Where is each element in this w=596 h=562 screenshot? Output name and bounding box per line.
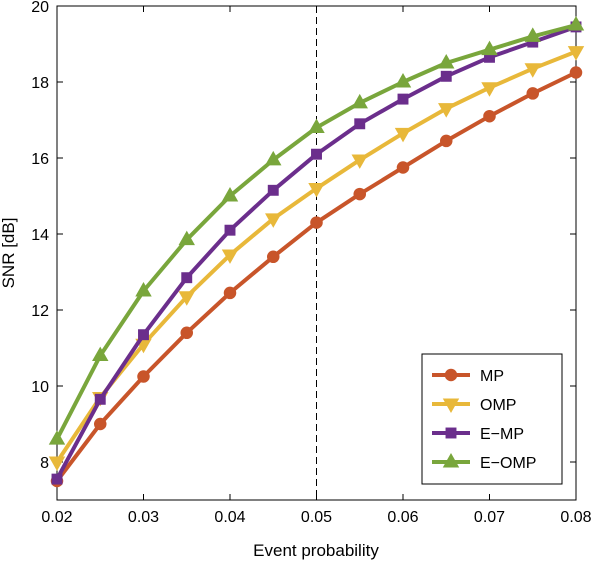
data-point <box>394 127 412 143</box>
data-point <box>92 346 109 362</box>
data-point <box>265 213 282 228</box>
data-point <box>351 154 368 169</box>
y-tick-label: 18 <box>31 75 49 92</box>
data-point <box>308 182 325 198</box>
data-point <box>481 40 498 56</box>
data-point <box>135 281 152 297</box>
data-point <box>94 393 106 405</box>
y-tick-label: 16 <box>31 151 49 168</box>
legend-label: MP <box>480 368 504 385</box>
data-point <box>93 417 107 431</box>
data-point <box>569 66 583 79</box>
data-point <box>265 150 282 166</box>
legend-entry: E−OMP <box>432 452 536 472</box>
series-layer <box>48 15 585 488</box>
data-point <box>51 473 63 485</box>
y-tick-label: 14 <box>31 227 49 244</box>
legend-label: E−OMP <box>480 455 536 472</box>
x-axis-label: Event probability <box>253 541 379 560</box>
data-point <box>181 272 193 284</box>
data-point <box>138 329 149 341</box>
data-point <box>48 456 66 472</box>
data-point <box>439 134 453 148</box>
legend-label: E−MP <box>480 426 524 443</box>
series-3 <box>48 15 585 445</box>
data-point <box>483 109 496 123</box>
ticks-layer: 0.02 0.03 0.04 0.05 0.06 0.07 0.08 8 10 12 14 16 18 2… <box>31 0 591 526</box>
x-tick-label: 0.03 <box>128 509 159 526</box>
data-point <box>178 230 195 246</box>
y-axis-label: SNR [dB] <box>0 218 18 289</box>
x-tick-label: 0.06 <box>387 509 418 526</box>
data-point <box>438 103 455 118</box>
data-point <box>351 93 368 109</box>
data-point <box>178 291 195 306</box>
data-point <box>308 118 325 134</box>
x-tick-label: 0.08 <box>560 509 591 526</box>
y-tick-label: 10 <box>31 379 49 396</box>
legend-marker <box>445 427 457 439</box>
data-point <box>224 224 236 236</box>
series-1 <box>48 46 585 472</box>
data-point <box>221 249 239 264</box>
data-point <box>311 148 322 160</box>
y-tick-label: 8 <box>40 455 49 472</box>
data-point <box>438 53 455 69</box>
data-point <box>354 118 366 130</box>
legend-marker <box>442 398 460 414</box>
legend-entry: OMP <box>432 397 516 414</box>
data-point <box>310 216 323 229</box>
x-tick-label: 0.07 <box>474 509 505 526</box>
data-point <box>394 72 412 88</box>
data-point <box>397 93 409 105</box>
data-point <box>223 286 237 300</box>
x-tick-label: 0.04 <box>214 509 245 526</box>
legend-entry: MP <box>432 368 504 385</box>
data-point <box>267 184 279 196</box>
x-tick-label: 0.05 <box>301 509 332 526</box>
data-point <box>137 370 150 383</box>
series-0 <box>50 66 583 488</box>
x-tick-label: 0.02 <box>41 509 72 526</box>
data-point <box>440 70 452 82</box>
data-point <box>567 15 585 31</box>
legend-marker <box>442 452 460 468</box>
y-tick-label: 20 <box>31 0 49 16</box>
y-tick-label: 12 <box>31 303 49 320</box>
data-point <box>353 187 367 201</box>
data-point <box>180 326 194 340</box>
data-point <box>221 186 239 202</box>
data-point <box>567 46 585 61</box>
legend-label: OMP <box>480 397 516 414</box>
data-point <box>396 161 410 174</box>
data-point <box>524 27 541 42</box>
legend-entry: E−MP <box>432 426 524 443</box>
data-point <box>266 250 280 264</box>
data-point <box>524 63 541 78</box>
legend-marker <box>444 368 458 382</box>
data-point <box>48 430 66 445</box>
data-point <box>526 87 540 100</box>
data-point <box>481 82 498 97</box>
legend: MP OMP E−MP E−OMP <box>421 353 563 485</box>
